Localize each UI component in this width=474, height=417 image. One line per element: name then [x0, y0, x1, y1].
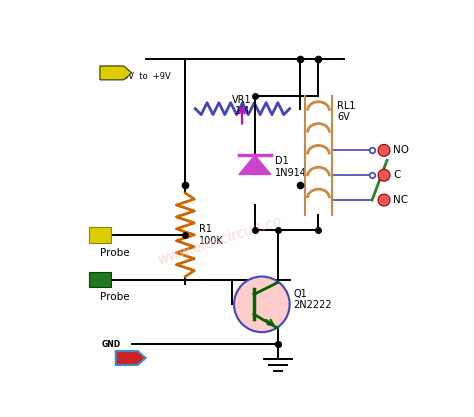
Circle shape — [378, 169, 390, 181]
Circle shape — [378, 194, 390, 206]
Text: C: C — [393, 170, 401, 180]
Text: NC: NC — [393, 195, 408, 205]
Text: +V: +V — [118, 55, 133, 63]
Text: Probe: Probe — [100, 292, 129, 302]
Text: Q1
2N2222: Q1 2N2222 — [293, 289, 332, 310]
Bar — [89, 271, 111, 287]
Text: GND: GND — [101, 339, 120, 349]
Text: VR1
1M: VR1 1M — [232, 95, 252, 116]
Text: +6V  to  +9V: +6V to +9V — [116, 73, 171, 81]
Text: R1
100K: R1 100K — [199, 224, 224, 246]
Circle shape — [234, 276, 290, 332]
Text: www.eleccircuit.co: www.eleccircuit.co — [156, 213, 284, 266]
Polygon shape — [100, 66, 132, 80]
Text: D1
1N914: D1 1N914 — [275, 156, 307, 178]
Polygon shape — [116, 351, 146, 365]
Circle shape — [378, 144, 390, 156]
Text: Probe: Probe — [100, 248, 129, 258]
Text: NO: NO — [393, 146, 409, 156]
Bar — [89, 227, 111, 243]
Text: RL1
6V: RL1 6V — [337, 101, 356, 122]
Polygon shape — [239, 156, 271, 174]
